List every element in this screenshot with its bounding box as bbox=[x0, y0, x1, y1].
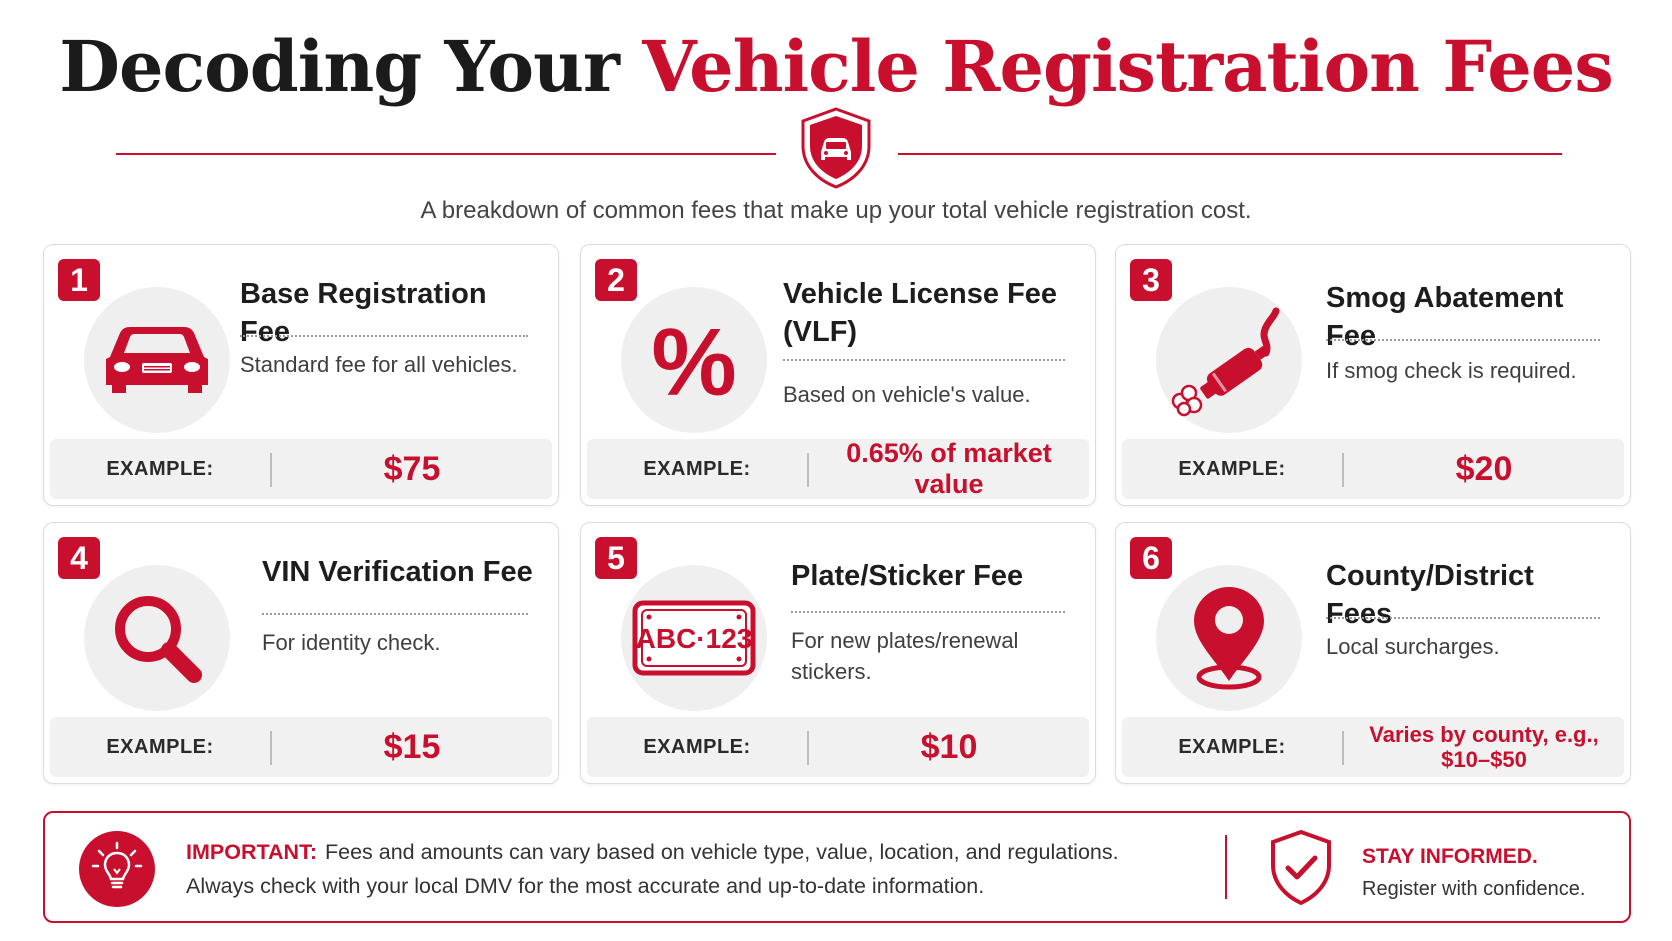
icon-circle bbox=[1156, 287, 1302, 433]
page-title: Decoding Your Vehicle Registration Fees bbox=[0, 22, 1672, 112]
notice-separator bbox=[1225, 835, 1227, 899]
card-number-badge: 4 bbox=[58, 537, 100, 579]
example-bar: EXAMPLE: $10 bbox=[587, 717, 1089, 777]
example-separator bbox=[270, 453, 272, 487]
stay-informed-subtitle: Register with confidence. bbox=[1362, 878, 1586, 900]
lightbulb-icon bbox=[91, 841, 143, 889]
important-line-1: IMPORTANT: Fees and amounts can vary base… bbox=[186, 835, 1226, 869]
card-title: Plate/Sticker Fee bbox=[791, 560, 1024, 592]
card-title: VIN Verification Fee bbox=[262, 556, 533, 588]
card-description: Standard fee for all vehicles. bbox=[240, 352, 518, 377]
exhaust-pipe-icon bbox=[1171, 307, 1280, 417]
card-divider bbox=[1326, 617, 1600, 619]
icon-circle bbox=[1156, 565, 1302, 711]
card-divider bbox=[262, 613, 528, 615]
important-text: IMPORTANT: Fees and amounts can vary base… bbox=[186, 835, 1226, 903]
example-label: EXAMPLE: bbox=[1178, 458, 1286, 480]
license-plate-icon: ABC·123 bbox=[632, 600, 756, 676]
example-label: EXAMPLE: bbox=[106, 736, 214, 758]
card-description: For identity check. bbox=[262, 630, 441, 655]
important-line-2: Always check with your local DMV for the… bbox=[186, 874, 985, 898]
example-separator bbox=[1342, 731, 1344, 765]
card-divider bbox=[783, 359, 1065, 361]
example-separator bbox=[807, 453, 809, 487]
card-number-badge: 2 bbox=[595, 259, 637, 301]
example-bar: EXAMPLE: 0.65% of market value bbox=[587, 438, 1089, 499]
card-description: For new plates/renewal stickers. bbox=[791, 628, 1019, 684]
example-value: $10 bbox=[920, 727, 978, 766]
shield-check-icon bbox=[1271, 829, 1331, 906]
card-divider bbox=[1326, 339, 1600, 341]
example-label: EXAMPLE: bbox=[1178, 736, 1286, 758]
example-value: Varies by county, e.g., $10–$50 bbox=[1369, 722, 1599, 772]
card-title: County/District Fees bbox=[1326, 560, 1534, 630]
page-subtitle: A breakdown of common fees that make up … bbox=[420, 197, 1252, 224]
example-bar: EXAMPLE: $20 bbox=[1122, 439, 1624, 499]
lightbulb-icon-circle bbox=[79, 831, 155, 907]
card-divider bbox=[791, 611, 1065, 613]
example-separator bbox=[270, 731, 272, 765]
example-bar: EXAMPLE: Varies by county, e.g., $10–$50 bbox=[1122, 717, 1624, 777]
example-value: $20 bbox=[1455, 449, 1513, 488]
location-pin-icon bbox=[1194, 587, 1264, 690]
example-value: $15 bbox=[383, 727, 441, 766]
card-description: Based on vehicle's value. bbox=[783, 382, 1031, 407]
magnifier-icon bbox=[115, 596, 202, 683]
icon-circle bbox=[84, 565, 230, 711]
car-icon bbox=[106, 327, 208, 393]
example-label: EXAMPLE: bbox=[106, 458, 214, 480]
card-number-badge: 6 bbox=[1130, 537, 1172, 579]
card-number-badge: 1 bbox=[58, 259, 100, 301]
percent-icon: % bbox=[651, 309, 736, 416]
header-rule-right bbox=[898, 153, 1562, 155]
fee-card-base-registration: 1 Base Registration Fee Standard fee for… bbox=[43, 244, 559, 506]
card-description: If smog check is required. bbox=[1326, 358, 1577, 383]
fee-card-smog-abatement: 3 Smog Abatement Fee If smog check is re… bbox=[1115, 244, 1631, 506]
card-title: Vehicle License Fee (VLF) bbox=[783, 278, 1058, 348]
card-title: Base Registration Fee bbox=[240, 278, 487, 348]
svg-text:%: % bbox=[651, 309, 736, 416]
card-description: Local surcharges. bbox=[1326, 634, 1500, 659]
fee-card-vehicle-license: 2 % Vehicle License Fee (VLF) Based on v… bbox=[580, 244, 1096, 506]
example-bar: EXAMPLE: $15 bbox=[50, 717, 552, 777]
stay-informed-title: STAY INFORMED. bbox=[1362, 845, 1538, 868]
title-dark-part: Decoding Your bbox=[59, 25, 620, 108]
example-separator bbox=[807, 731, 809, 765]
fee-card-vin-verification: 4 VIN Verification Fee For identity chec… bbox=[43, 522, 559, 784]
card-title: Smog Abatement Fee bbox=[1326, 282, 1564, 352]
card-number-badge: 3 bbox=[1130, 259, 1172, 301]
important-notice: IMPORTANT: Fees and amounts can vary base… bbox=[43, 811, 1631, 923]
example-value: $75 bbox=[383, 449, 441, 488]
icon-circle bbox=[84, 287, 230, 433]
example-value: 0.65% of market value bbox=[846, 438, 1052, 499]
example-label: EXAMPLE: bbox=[643, 736, 751, 758]
header-rule-left bbox=[116, 153, 776, 155]
plate-text: ABC·123 bbox=[636, 623, 753, 654]
fee-card-county-district: 6 County/District Fees Local surcharges.… bbox=[1115, 522, 1631, 784]
shield-car-icon bbox=[801, 107, 871, 189]
fee-card-plate-sticker: 5 ABC·123 Plate/Sticker Fee For new plat… bbox=[580, 522, 1096, 784]
icon-circle: % bbox=[621, 287, 767, 433]
icon-circle: ABC·123 bbox=[621, 565, 767, 711]
card-number-badge: 5 bbox=[595, 537, 637, 579]
title-red-part: Vehicle Registration Fees bbox=[642, 25, 1613, 108]
card-divider bbox=[240, 335, 528, 337]
important-label: IMPORTANT: bbox=[186, 840, 317, 864]
example-label: EXAMPLE: bbox=[643, 458, 751, 480]
example-bar: EXAMPLE: $75 bbox=[50, 439, 552, 499]
important-line-1-text: Fees and amounts can vary based on vehic… bbox=[324, 840, 1119, 864]
example-separator bbox=[1342, 453, 1344, 487]
